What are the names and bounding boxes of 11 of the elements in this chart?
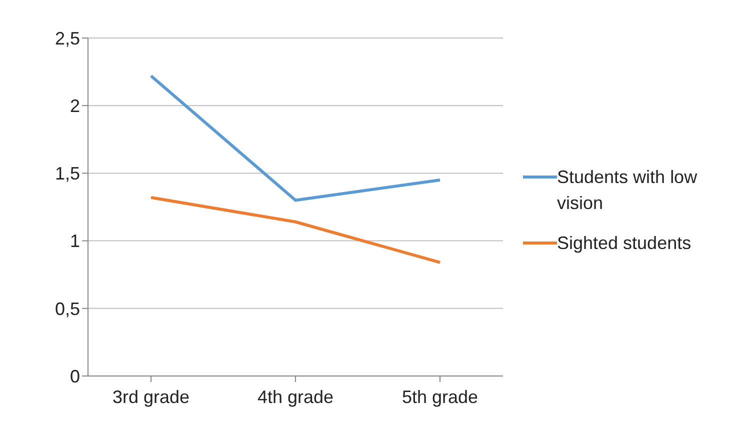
y-tick-label: 2 [70,96,80,116]
x-tick-label: 5th grade [402,386,478,407]
legend-label: Students with low vision [557,166,698,215]
y-tick-label: 1 [70,231,80,252]
y-tick-label: 0,5 [54,298,80,319]
y-tick-label: 1,5 [54,164,80,184]
y-tick-label: 0 [70,366,80,386]
x-tick-label: 4th grade [257,386,334,407]
x-tick-label: 3rd grade [112,386,190,407]
y-tick-label: 2,5 [54,28,80,48]
legend-label: Sighted students [557,232,692,255]
